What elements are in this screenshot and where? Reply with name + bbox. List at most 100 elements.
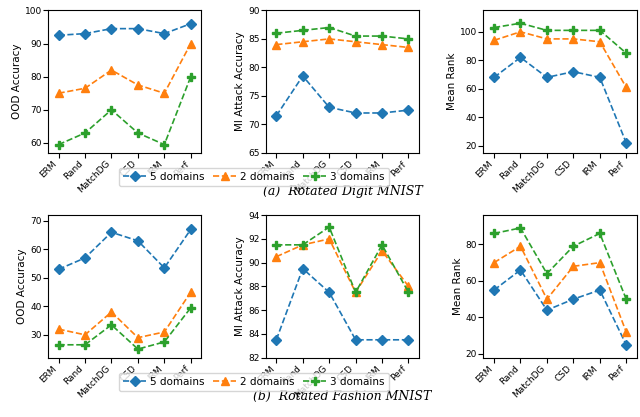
5 domains (134, 238, 141, 243)
Y-axis label: MI Attack Accuracy: MI Attack Accuracy (236, 236, 245, 336)
3 domains (570, 244, 577, 249)
3 domains (596, 28, 604, 33)
3 domains (352, 290, 360, 295)
3 domains (81, 131, 89, 136)
3 domains (273, 31, 280, 36)
3 domains (543, 28, 551, 33)
2 domains (299, 242, 307, 247)
2 domains (352, 39, 360, 44)
Line: 3 domains: 3 domains (54, 73, 195, 149)
5 domains (108, 230, 115, 235)
5 domains (352, 337, 360, 342)
5 domains (516, 55, 524, 60)
3 domains (161, 142, 168, 147)
3 domains (325, 25, 333, 30)
Line: 3 domains: 3 domains (490, 19, 630, 57)
2 domains (161, 329, 168, 334)
3 domains (378, 242, 386, 247)
2 domains (490, 38, 498, 43)
Line: 3 domains: 3 domains (272, 23, 413, 43)
5 domains (622, 141, 630, 146)
Line: 2 domains: 2 domains (272, 235, 413, 296)
5 domains (299, 73, 307, 78)
3 domains (352, 33, 360, 38)
5 domains (516, 267, 524, 272)
3 domains (596, 231, 604, 236)
5 domains (490, 288, 498, 293)
Text: (a)  Rotated Digit MNIST: (a) Rotated Digit MNIST (262, 185, 422, 198)
3 domains (299, 28, 307, 33)
2 domains (81, 86, 89, 91)
2 domains (55, 327, 63, 332)
3 domains (108, 322, 115, 327)
Text: (b)  Rotated Fashion MNIST: (b) Rotated Fashion MNIST (253, 390, 431, 403)
Line: 2 domains: 2 domains (54, 288, 195, 342)
2 domains (404, 45, 412, 50)
3 domains (134, 347, 141, 352)
5 domains (596, 288, 604, 293)
3 domains (570, 28, 577, 33)
5 domains (273, 113, 280, 118)
2 domains (378, 42, 386, 47)
5 domains (543, 75, 551, 80)
5 domains (55, 33, 63, 38)
3 domains (55, 142, 63, 147)
5 domains (570, 296, 577, 301)
2 domains (570, 36, 577, 41)
Line: 3 domains: 3 domains (272, 223, 413, 296)
3 domains (187, 74, 195, 79)
2 domains (108, 309, 115, 314)
5 domains (352, 111, 360, 116)
2 domains (490, 260, 498, 265)
2 domains (378, 248, 386, 253)
5 domains (325, 105, 333, 110)
3 domains (490, 25, 498, 30)
3 domains (404, 290, 412, 295)
3 domains (622, 50, 630, 55)
Line: 2 domains: 2 domains (272, 35, 413, 52)
5 domains (273, 337, 280, 342)
3 domains (161, 339, 168, 344)
2 domains (352, 290, 360, 295)
2 domains (187, 289, 195, 294)
5 domains (187, 227, 195, 232)
5 domains (55, 267, 63, 272)
2 domains (134, 83, 141, 88)
5 domains (490, 75, 498, 80)
2 domains (596, 39, 604, 44)
Legend: 5 domains, 2 domains, 3 domains: 5 domains, 2 domains, 3 domains (119, 168, 389, 186)
5 domains (108, 26, 115, 31)
3 domains (378, 33, 386, 38)
Y-axis label: MI Attack Accuracy: MI Attack Accuracy (236, 32, 245, 131)
2 domains (570, 264, 577, 269)
5 domains (325, 290, 333, 295)
2 domains (108, 68, 115, 73)
Line: 5 domains: 5 domains (55, 226, 194, 273)
Line: 2 domains: 2 domains (54, 39, 195, 98)
5 domains (404, 108, 412, 113)
5 domains (596, 75, 604, 80)
3 domains (516, 226, 524, 231)
3 domains (543, 271, 551, 276)
3 domains (325, 224, 333, 229)
2 domains (273, 42, 280, 47)
Y-axis label: OOD Accuracy: OOD Accuracy (12, 44, 22, 119)
5 domains (378, 337, 386, 342)
5 domains (404, 337, 412, 342)
2 domains (325, 236, 333, 241)
3 domains (81, 342, 89, 347)
3 domains (187, 305, 195, 310)
5 domains (134, 26, 141, 31)
Y-axis label: Mean Rank: Mean Rank (447, 53, 457, 111)
3 domains (516, 21, 524, 26)
5 domains (570, 69, 577, 74)
3 domains (490, 231, 498, 236)
2 domains (622, 329, 630, 334)
5 domains (378, 111, 386, 116)
3 domains (622, 296, 630, 301)
Line: 5 domains: 5 domains (273, 73, 412, 119)
5 domains (622, 342, 630, 347)
5 domains (81, 31, 89, 36)
5 domains (161, 265, 168, 270)
2 domains (516, 29, 524, 34)
